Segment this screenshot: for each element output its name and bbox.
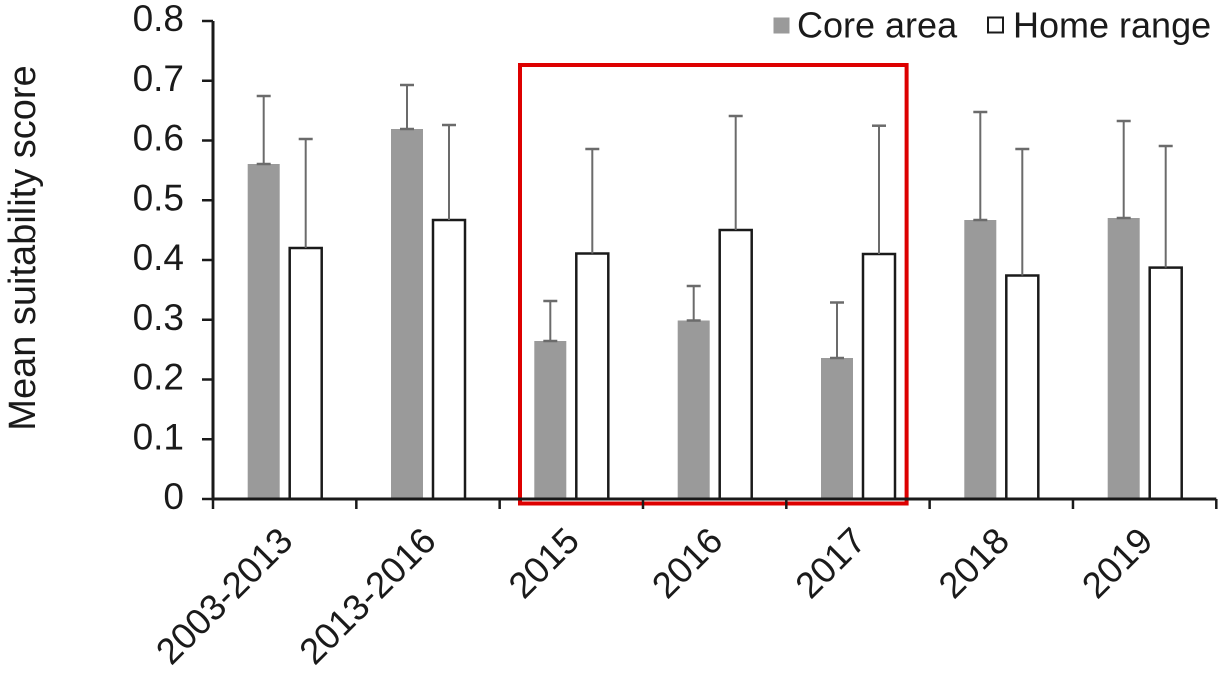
svg-text:0: 0 <box>163 476 184 517</box>
svg-text:0.4: 0.4 <box>133 237 184 278</box>
svg-text:Home range: Home range <box>1013 5 1211 46</box>
svg-text:0.2: 0.2 <box>133 357 184 398</box>
svg-text:0.1: 0.1 <box>133 416 184 457</box>
svg-text:Mean suitability score: Mean suitability score <box>2 65 44 430</box>
svg-text:0.5: 0.5 <box>133 177 184 218</box>
svg-text:0.8: 0.8 <box>133 0 184 39</box>
svg-text:0.7: 0.7 <box>133 58 184 99</box>
svg-text:0.3: 0.3 <box>133 297 184 338</box>
svg-text:Core area: Core area <box>797 5 958 46</box>
svg-text:0.6: 0.6 <box>133 118 184 159</box>
